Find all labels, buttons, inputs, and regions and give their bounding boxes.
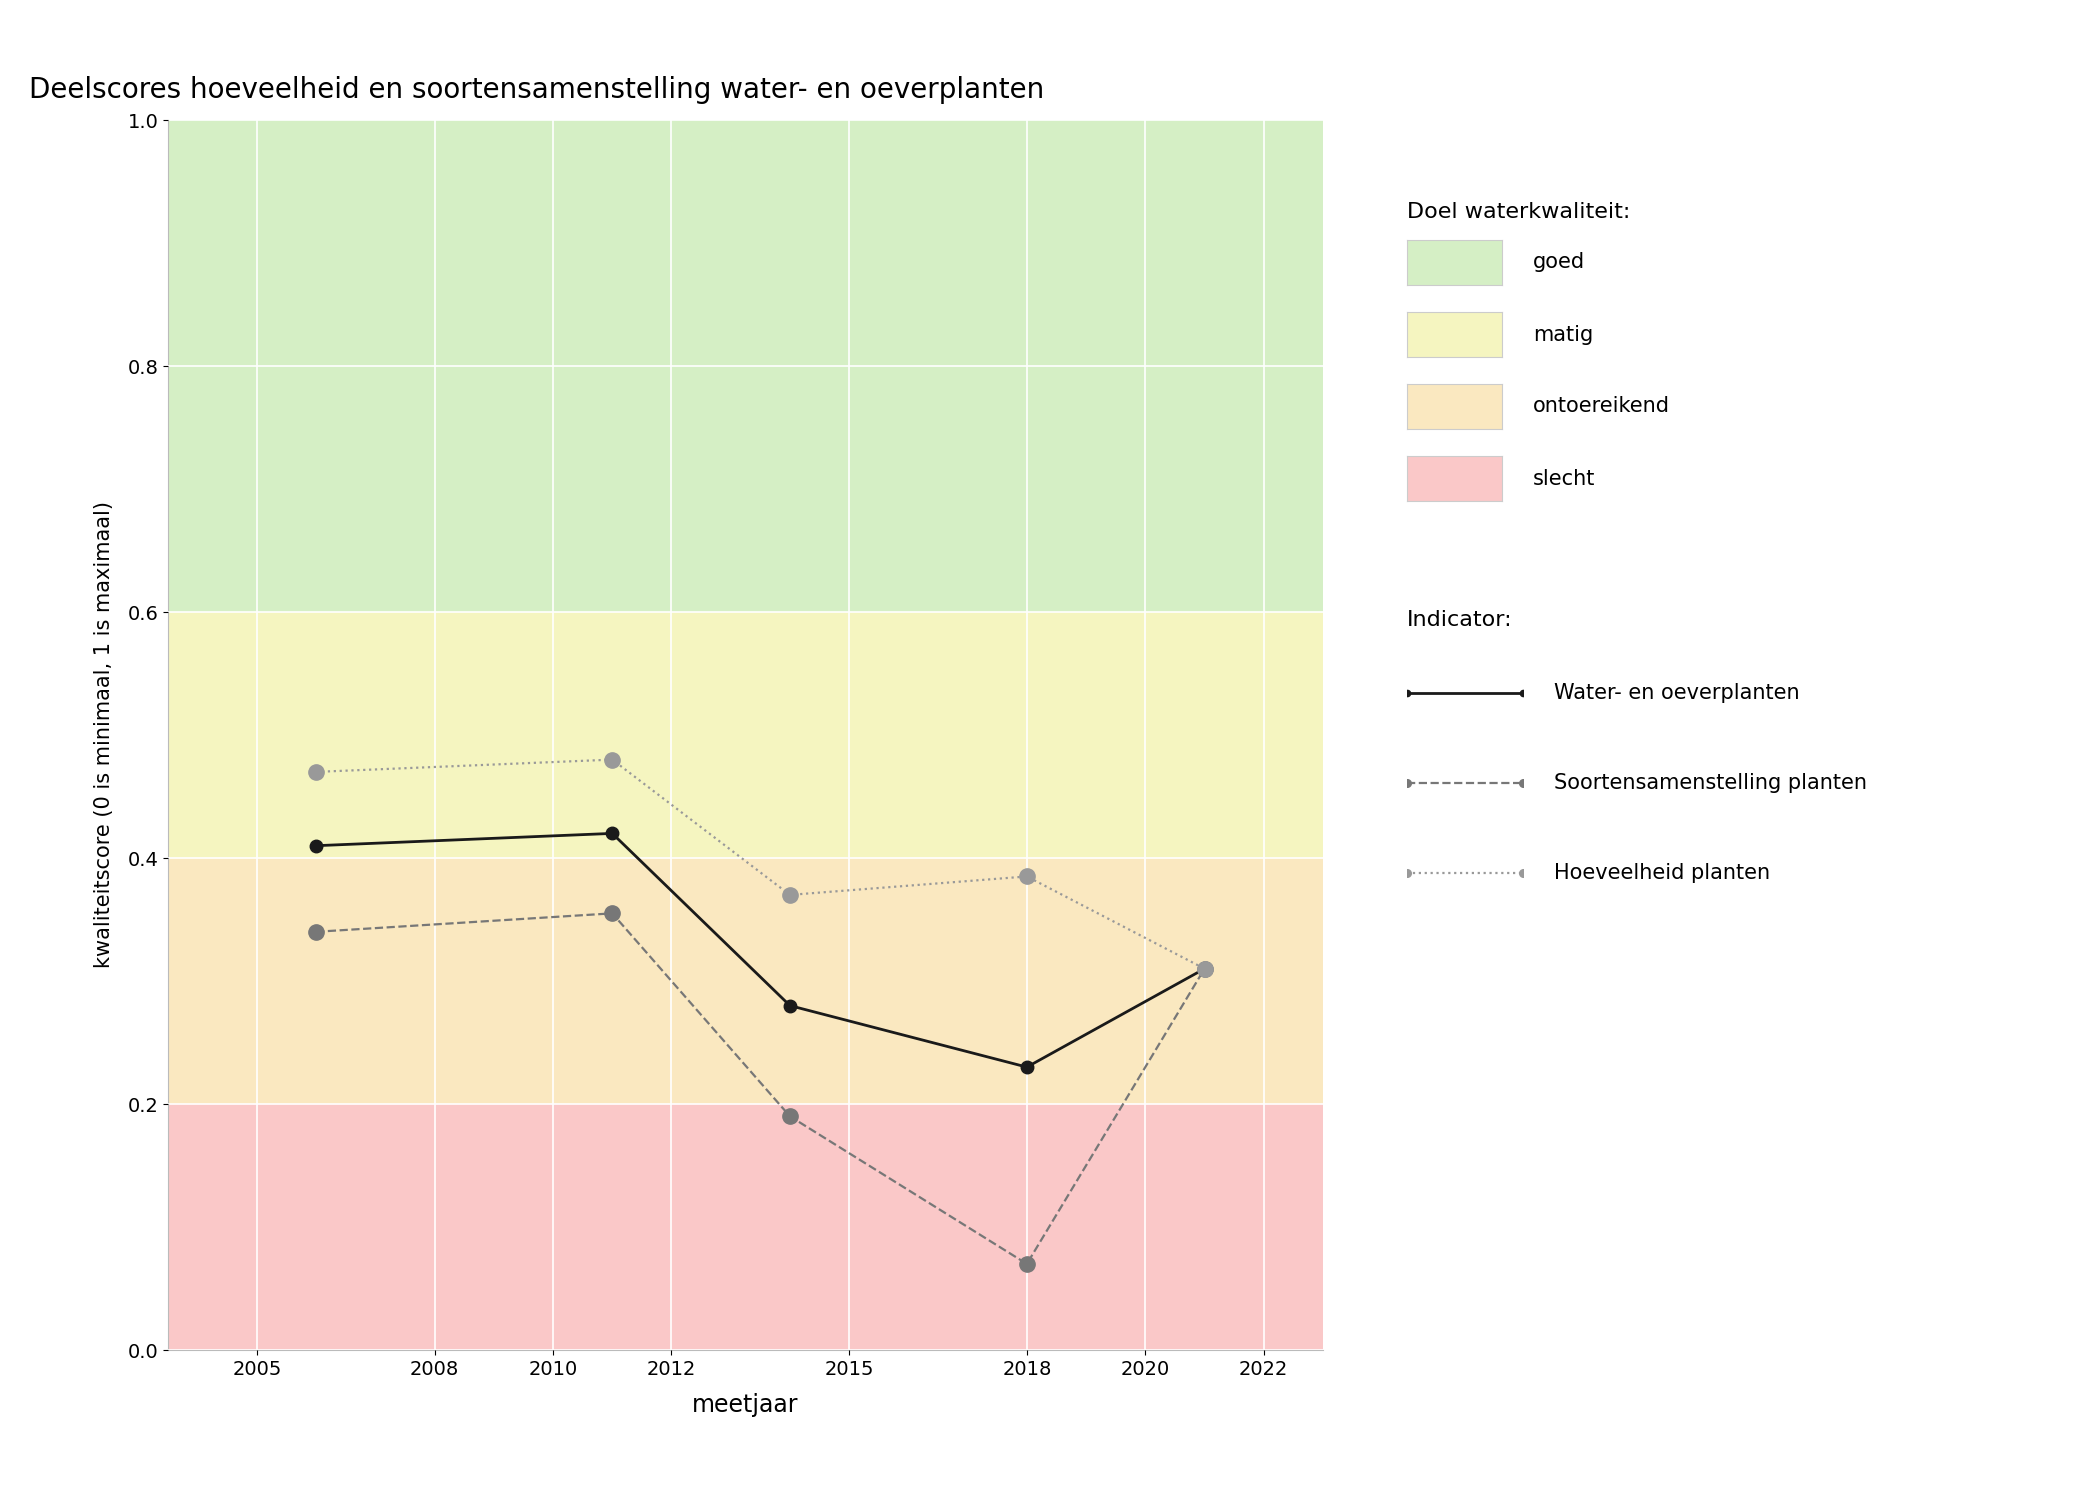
Text: Hoeveelheid planten: Hoeveelheid planten: [1554, 862, 1770, 883]
Text: ontoereikend: ontoereikend: [1533, 396, 1670, 417]
Text: Water- en oeverplanten: Water- en oeverplanten: [1554, 682, 1800, 703]
X-axis label: meetjaar: meetjaar: [693, 1392, 798, 1416]
Text: Indicator:: Indicator:: [1407, 610, 1512, 630]
Bar: [168, 120, 1323, 612]
Bar: [168, 1104, 1323, 1350]
Text: goed: goed: [1533, 252, 1586, 273]
Bar: [168, 612, 1323, 858]
Text: slecht: slecht: [1533, 468, 1596, 489]
Y-axis label: kwaliteitscore (0 is minimaal, 1 is maximaal): kwaliteitscore (0 is minimaal, 1 is maxi…: [94, 501, 113, 969]
Bar: [168, 858, 1323, 1104]
Text: Deelscores hoeveelheid en soortensamenstelling water- en oeverplanten: Deelscores hoeveelheid en soortensamenst…: [29, 76, 1044, 104]
Text: Soortensamenstelling planten: Soortensamenstelling planten: [1554, 772, 1867, 794]
Text: Doel waterkwaliteit:: Doel waterkwaliteit:: [1407, 202, 1630, 222]
Text: matig: matig: [1533, 324, 1594, 345]
